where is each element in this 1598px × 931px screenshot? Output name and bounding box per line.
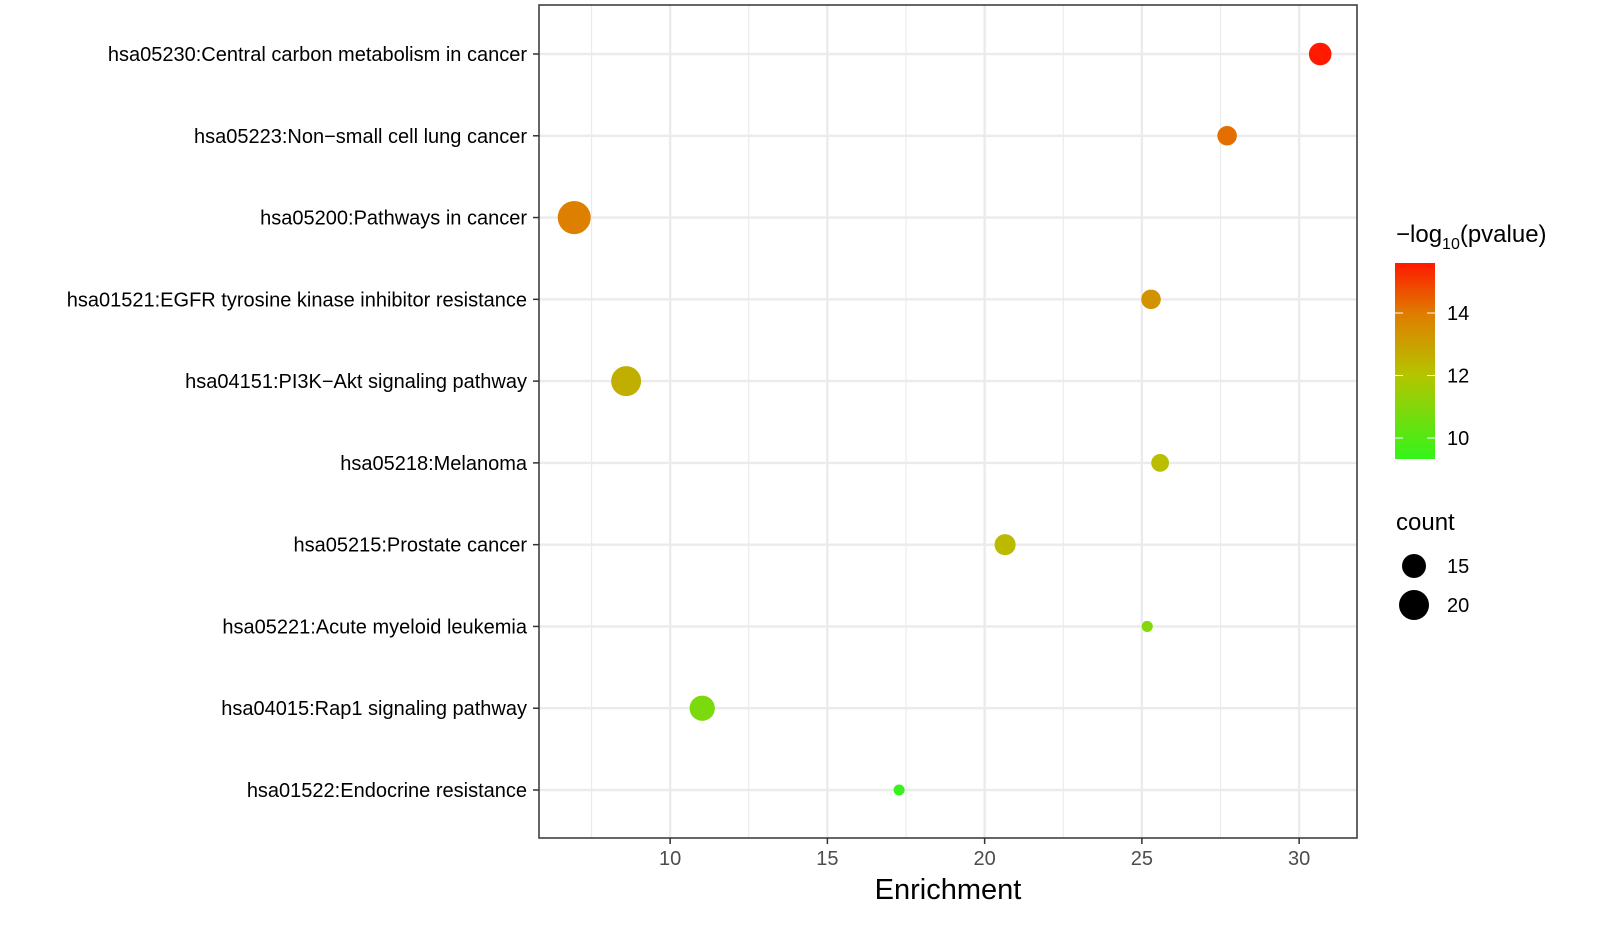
x-tick-label: 30 — [1288, 848, 1310, 870]
data-point — [994, 534, 1016, 556]
color-tick-label: 14 — [1447, 303, 1469, 325]
data-point — [557, 201, 591, 235]
y-tick-label: hsa05230:Central carbon metabolism in ca… — [108, 44, 527, 66]
y-tick-label: hsa04015:Rap1 signaling pathway — [221, 698, 527, 720]
size-legend-label: 15 — [1447, 556, 1469, 578]
y-tick-label: hsa05218:Melanoma — [340, 453, 528, 475]
color-legend: −log10(pvalue) 10 12 14 — [1395, 221, 1547, 459]
y-tick-label: hsa01522:Endocrine resistance — [247, 780, 527, 802]
color-tick-label: 10 — [1447, 428, 1469, 450]
size-legend-key — [1399, 590, 1429, 620]
size-legend-label: 20 — [1447, 595, 1469, 617]
size-legend-title: count — [1396, 509, 1455, 536]
data-point — [1141, 289, 1161, 310]
data-point — [689, 695, 715, 721]
y-tick-label: hsa05221:Acute myeloid leukemia — [222, 616, 528, 638]
y-tick-label: hsa01521:EGFR tyrosine kinase inhibitor … — [67, 289, 527, 311]
x-tick-label: 10 — [659, 848, 681, 870]
size-legend: count 15 20 — [1396, 509, 1469, 620]
data-point — [893, 784, 905, 796]
data-point — [1151, 453, 1170, 472]
data-point — [1141, 620, 1153, 632]
data-point — [611, 366, 642, 397]
x-tick-label: 25 — [1131, 848, 1153, 870]
y-axis: hsa05230:Central carbon metabolism in ca… — [67, 44, 539, 802]
x-axis: 10 15 20 25 30 — [659, 838, 1310, 870]
grid-lines — [539, 5, 1357, 838]
color-tick-label: 12 — [1447, 366, 1469, 388]
color-legend-title: −log10(pvalue) — [1396, 221, 1547, 253]
y-tick-label: hsa05223:Non−small cell lung cancer — [194, 126, 527, 148]
x-axis-title: Enrichment — [875, 874, 1022, 906]
data-points — [557, 42, 1332, 796]
x-tick-label: 15 — [816, 848, 838, 870]
color-bar — [1395, 263, 1435, 459]
y-tick-label: hsa05200:Pathways in cancer — [260, 208, 527, 230]
size-legend-key — [1402, 554, 1426, 578]
data-point — [1308, 42, 1332, 66]
data-point — [1217, 126, 1237, 146]
y-tick-label: hsa04151:PI3K−Akt signaling pathway — [185, 371, 527, 393]
y-tick-label: hsa05215:Prostate cancer — [294, 535, 528, 557]
panel-border — [538, 4, 1358, 839]
x-tick-label: 20 — [974, 848, 996, 870]
